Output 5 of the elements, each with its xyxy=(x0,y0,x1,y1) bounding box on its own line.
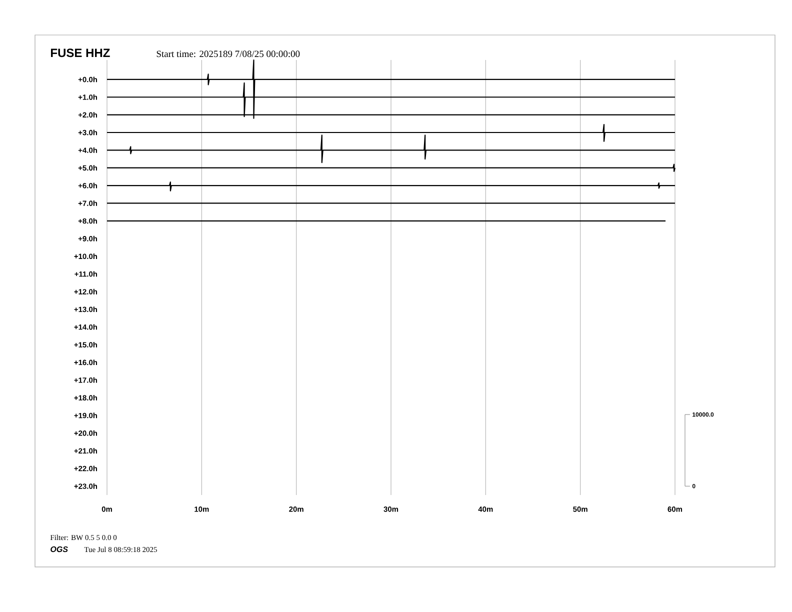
chart-subtitle: Start time: 2025189 7/08/25 00:00:00 xyxy=(156,50,300,58)
line-series xyxy=(106,181,676,192)
text: OGS xyxy=(50,546,68,552)
chart-title: FUSE HHZ xyxy=(51,48,110,58)
line-series xyxy=(106,59,676,119)
